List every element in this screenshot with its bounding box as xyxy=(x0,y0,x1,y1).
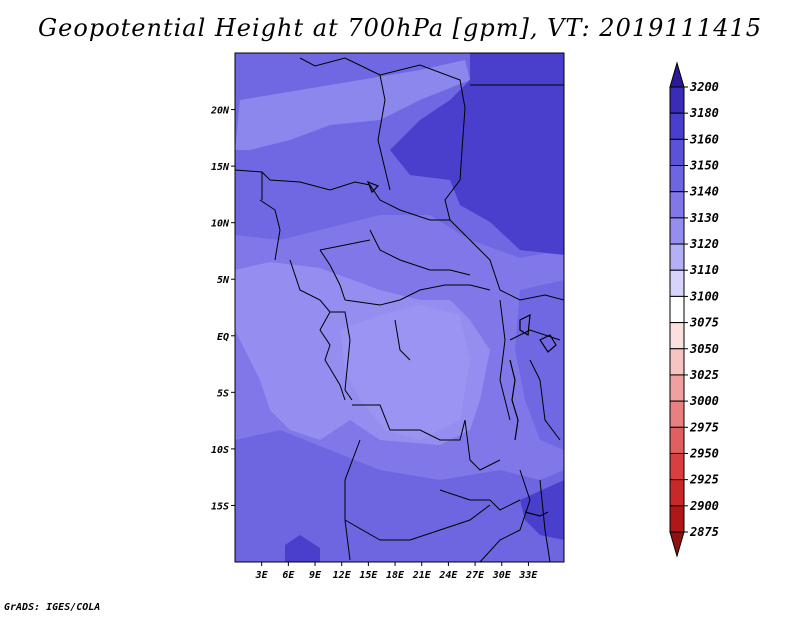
credit-text: GrADS: IGES/COLA xyxy=(4,602,101,613)
colorbar-label: 3160 xyxy=(689,132,719,146)
longitude-axis: 3E 6E 9E 12E 15E 18E 21E 24E 27E 30E 33E xyxy=(255,562,538,581)
lat-tick-label: EQ xyxy=(217,332,229,343)
colorbar-label: 3120 xyxy=(689,237,719,251)
colorbar-box xyxy=(669,112,685,140)
lat-tick-label: 15S xyxy=(211,501,229,512)
colorbar-box xyxy=(669,86,685,114)
lon-tick-label: 30E xyxy=(492,570,512,581)
colorbar-box xyxy=(669,269,685,297)
colorbar-label: 3180 xyxy=(689,106,719,120)
lat-tick-label: 15N xyxy=(211,162,230,173)
colorbar-label: 2950 xyxy=(689,446,719,460)
lon-tick-label: 6E xyxy=(282,570,295,581)
colorbar-box xyxy=(669,243,685,271)
colorbar-label: 3140 xyxy=(689,185,719,199)
lon-tick-label: 27E xyxy=(465,570,485,581)
colorbar-label: 3100 xyxy=(689,289,719,303)
country-borders xyxy=(235,57,564,562)
lon-tick-label: 15E xyxy=(359,570,378,581)
lat-tick-label: 5N xyxy=(217,275,230,286)
colorbar-label: 3025 xyxy=(689,368,719,382)
colorbar-label: 3110 xyxy=(689,263,719,277)
colorbar-box xyxy=(669,479,685,507)
colorbar-box xyxy=(669,138,685,167)
lon-tick-label: 21E xyxy=(412,570,432,581)
colorbar-label: 2925 xyxy=(689,473,719,487)
lon-tick-label: 3E xyxy=(255,570,269,581)
colorbar-box xyxy=(669,452,685,481)
colorbar-label: 2900 xyxy=(689,499,719,513)
colorbar-box xyxy=(669,400,685,428)
lat-tick-label: 5S xyxy=(217,388,229,399)
latitude-axis: 20N 15N 10N 5N EQ 5S 10S 15S xyxy=(210,106,235,512)
colorbar-box xyxy=(669,295,685,324)
colorbar-box xyxy=(669,191,685,219)
colorbar-box xyxy=(669,165,685,193)
colorbar-box xyxy=(669,426,685,454)
lat-tick-label: 10S xyxy=(211,445,229,456)
lon-tick-label: 24E xyxy=(438,570,458,581)
colorbar: 3200 3180 3160 3150 3140 3130 3120 3110 3100 3075… xyxy=(669,61,719,558)
lon-tick-label: 33E xyxy=(518,570,538,581)
colorbar-label: 3000 xyxy=(689,394,719,408)
colorbar-box xyxy=(669,348,685,376)
map-frame xyxy=(234,52,565,563)
colorbar-label: 2975 xyxy=(689,420,719,434)
colorbar-label: 3150 xyxy=(689,159,719,173)
lakes xyxy=(366,180,557,517)
lat-tick-label: 10N xyxy=(211,219,230,230)
colorbar-top-arrow xyxy=(669,61,685,88)
colorbar-label: 3130 xyxy=(689,211,719,225)
colorbar-label: 2875 xyxy=(689,525,719,539)
lon-tick-label: 12E xyxy=(333,570,352,581)
height-field xyxy=(235,53,564,562)
lon-tick-label: 18E xyxy=(386,570,405,581)
colorbar-label: 3050 xyxy=(689,342,719,356)
colorbar-box xyxy=(669,322,685,350)
lat-tick-label: 20N xyxy=(210,106,230,117)
lon-tick-label: 9E xyxy=(309,570,322,581)
colorbar-box xyxy=(669,374,685,402)
colorbar-label: 3075 xyxy=(689,316,719,330)
map-title: Geopotential Height at 700hPa [gpm], VT:… xyxy=(38,14,762,42)
colorbar-box xyxy=(669,505,685,533)
colorbar-bottom-arrow xyxy=(669,531,685,558)
colorbar-box xyxy=(669,217,685,245)
colorbar-label: 3200 xyxy=(689,80,719,94)
